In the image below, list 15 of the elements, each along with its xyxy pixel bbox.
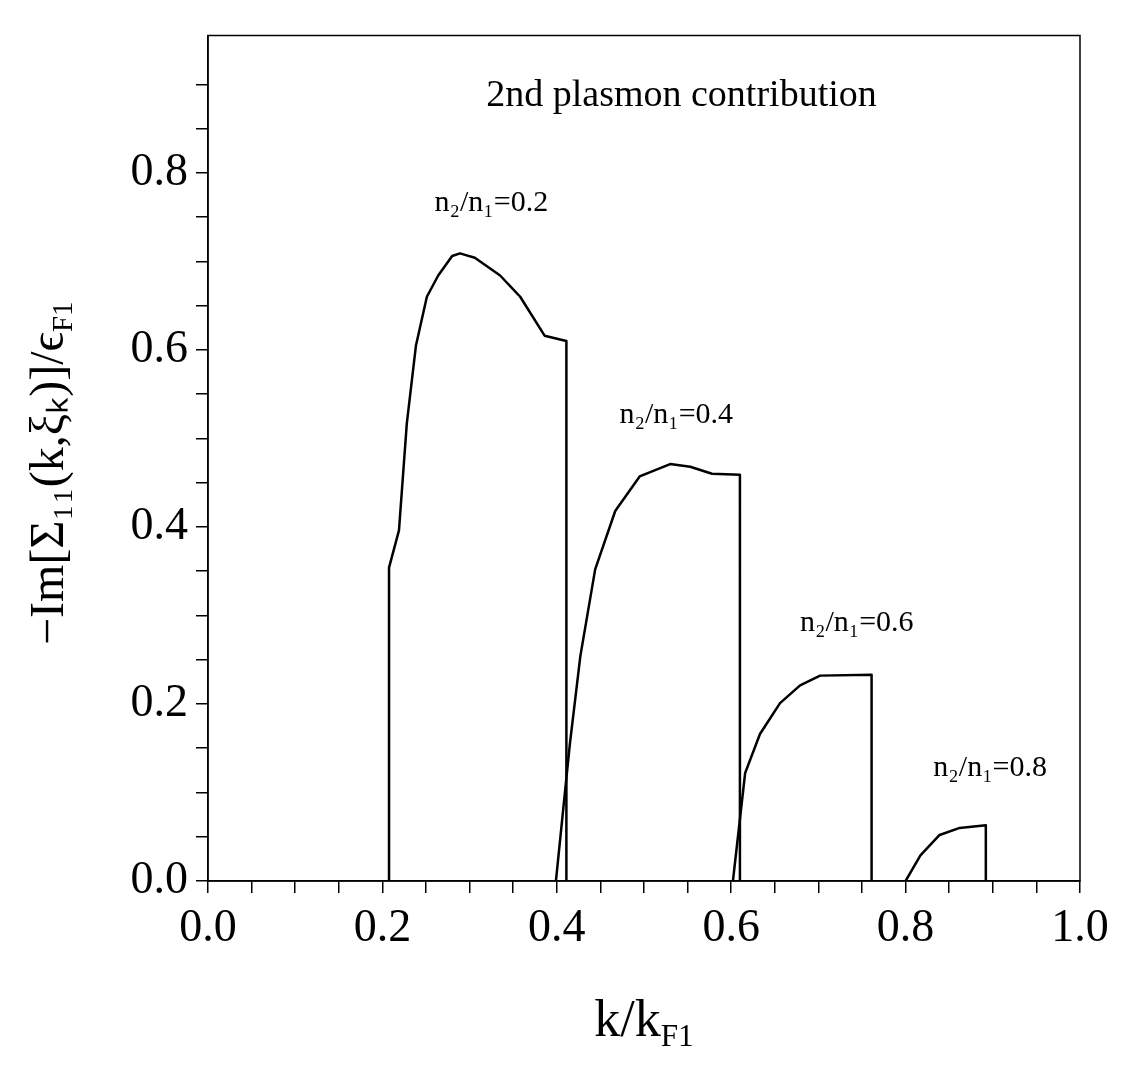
y-tick-label: 0.4 <box>130 497 188 549</box>
x-tick-label: 0.2 <box>353 899 412 951</box>
x-tick-label: 0.6 <box>702 899 760 951</box>
annotation: n₂/n₁=0.4 <box>619 396 734 430</box>
y-tick-label: 0.8 <box>130 143 188 195</box>
annotation: n₂/n₁=0.2 <box>434 183 549 217</box>
annotation: n₂/n₁=0.6 <box>799 604 914 638</box>
y-axis-title: −Im[Σ₁₁(k,ξₖ)]/ϵF1 <box>19 301 78 645</box>
text: 2nd plasmon contribution <box>486 71 877 114</box>
x-tick-label: 1.0 <box>1051 899 1109 951</box>
x-tick-label: 0.4 <box>528 899 586 951</box>
x-tick-label: 0.8 <box>876 899 935 951</box>
y-tick-label: 0.6 <box>130 320 188 372</box>
annotation: n₂/n₁=0.8 <box>933 748 1048 782</box>
y-tick-label: 0.2 <box>130 675 188 727</box>
